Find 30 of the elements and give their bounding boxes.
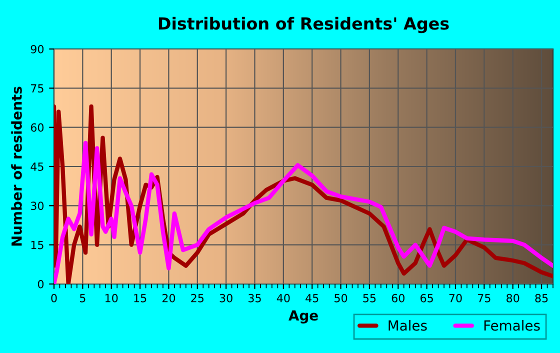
x-tick-label: 50 [334,294,348,302]
y-tick-label: 15 [31,240,44,250]
legend-label: Males [388,320,427,331]
legend-label: Females [484,320,540,331]
y-tick-label: 60 [30,123,44,132]
x-tick-label: 65 [420,294,433,302]
x-tick-label: 75 [478,294,490,302]
x-tick-label: 20 [162,294,176,302]
x-tick-label: 40 [276,294,290,302]
x-tick-label: 70 [449,294,462,302]
y-tick-label: 45 [30,162,44,171]
x-tick-label: 5 [80,294,86,302]
y-tick-label: 0 [38,280,44,288]
x-tick-label: 35 [248,294,261,302]
y-tick-label: 30 [30,202,44,210]
x-tick-label: 25 [191,294,204,302]
x-tick-label: 30 [220,294,232,302]
x-tick-label: 60 [392,294,404,302]
x-tick-label: 15 [134,294,146,302]
y-tick-label: 90 [30,44,44,54]
x-tick-label: 85 [535,294,548,302]
x-tick-label: 10 [106,294,118,302]
y-tick-label: 75 [31,84,44,93]
x-axis-title: Age [288,310,318,324]
x-tick-label: 0 [51,294,57,302]
chart-title: Distribution of Residents' Ages [158,16,449,34]
y-axis-title: Number of residents [11,86,22,246]
x-tick-label: 45 [306,294,318,302]
x-tick-label: 55 [363,294,376,302]
x-tick-label: 80 [506,294,520,302]
